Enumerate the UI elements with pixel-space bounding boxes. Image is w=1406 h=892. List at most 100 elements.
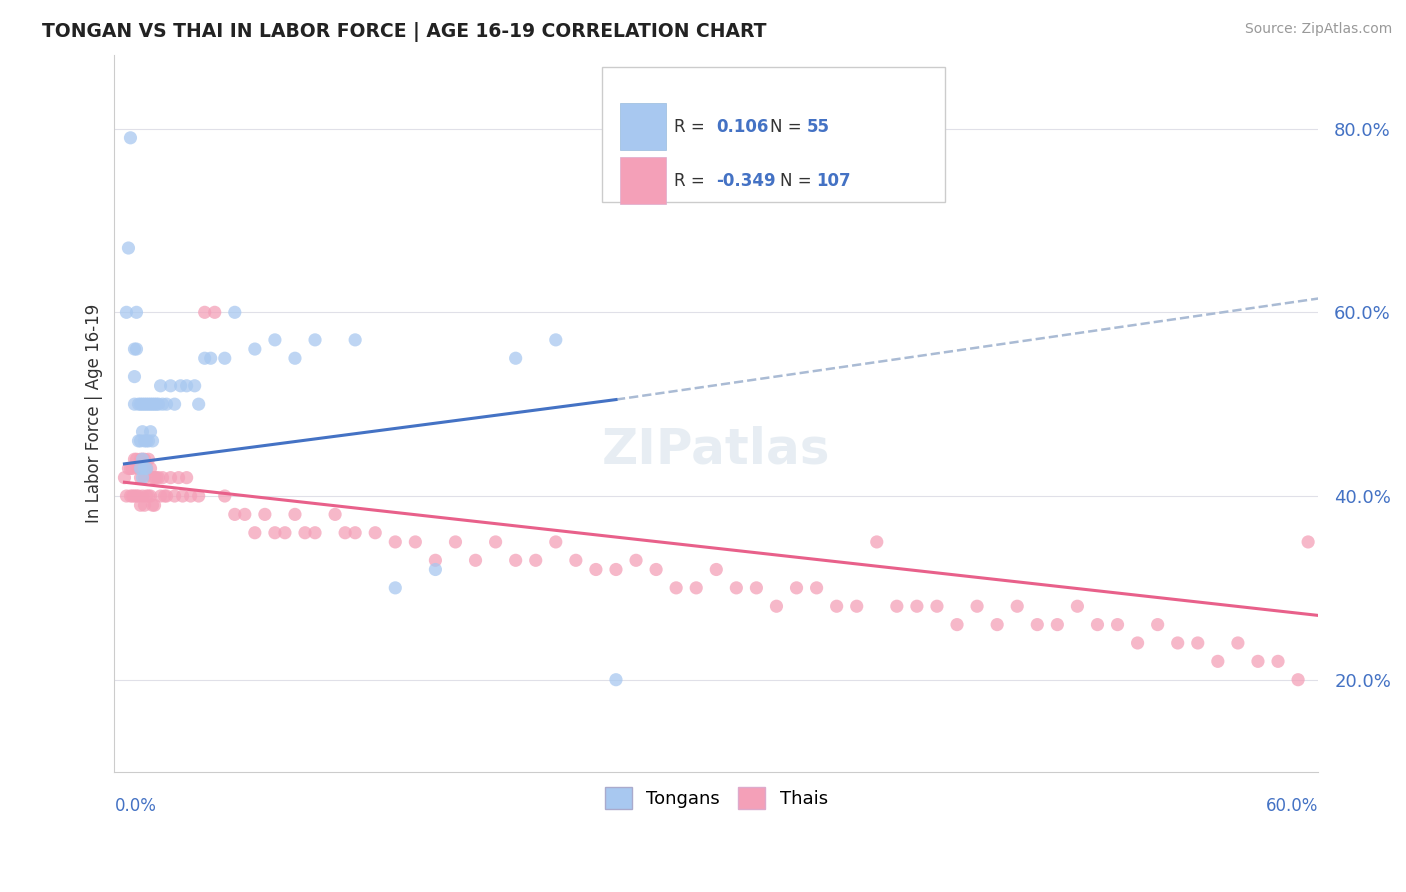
Point [163, 489, 186, 503]
Point [187, 397, 209, 411]
Point [966, 599, 988, 614]
Point [176, 470, 198, 484]
FancyBboxPatch shape [602, 67, 945, 202]
Point [333, 525, 356, 540]
Point [224, 305, 246, 319]
Point [364, 525, 387, 540]
Point [129, 498, 152, 512]
Point [745, 581, 768, 595]
Text: N =: N = [780, 171, 817, 189]
Point [148, 470, 170, 484]
Point [384, 535, 406, 549]
Point [425, 562, 447, 576]
Point [131, 470, 153, 484]
Point [253, 508, 276, 522]
Point [124, 397, 146, 411]
Point [704, 562, 727, 576]
Point [131, 425, 153, 439]
Text: R =: R = [673, 118, 710, 136]
Point [134, 498, 156, 512]
Point [1267, 654, 1289, 668]
Point [866, 535, 889, 549]
Point [243, 525, 266, 540]
Point [159, 379, 181, 393]
Point [167, 470, 190, 484]
Point [444, 535, 467, 549]
Point [806, 581, 828, 595]
Point [169, 379, 191, 393]
Point [946, 617, 969, 632]
Point [143, 470, 166, 484]
Point [141, 470, 163, 484]
Point [1247, 654, 1270, 668]
Point [152, 397, 174, 411]
Point [344, 333, 367, 347]
Point [505, 553, 527, 567]
Point [323, 508, 346, 522]
Point [127, 434, 149, 448]
Text: R =: R = [673, 171, 710, 189]
Point [159, 470, 181, 484]
Point [1026, 617, 1049, 632]
Point [139, 397, 162, 411]
Point [905, 599, 928, 614]
Point [1206, 654, 1229, 668]
Text: 60.0%: 60.0% [1265, 797, 1319, 814]
Point [138, 434, 160, 448]
Point [152, 470, 174, 484]
Point [665, 581, 688, 595]
Point [825, 599, 848, 614]
Point [172, 489, 194, 503]
Point [153, 489, 176, 503]
Point [120, 489, 142, 503]
Point [124, 342, 146, 356]
Point [1187, 636, 1209, 650]
Point [1146, 617, 1168, 632]
Point [1066, 599, 1088, 614]
Point [131, 397, 153, 411]
Point [725, 581, 748, 595]
Point [121, 461, 143, 475]
Point [141, 498, 163, 512]
Point [135, 397, 157, 411]
Point [127, 397, 149, 411]
Point [115, 305, 138, 319]
Point [384, 581, 406, 595]
Point [484, 535, 506, 549]
Point [605, 673, 627, 687]
Point [125, 452, 148, 467]
Point [194, 351, 217, 366]
Point [138, 489, 160, 503]
Point [986, 617, 1008, 632]
Point [845, 599, 868, 614]
Point [149, 489, 172, 503]
Point [544, 535, 567, 549]
Point [129, 397, 152, 411]
Point [886, 599, 908, 614]
Point [264, 525, 287, 540]
Text: -0.349: -0.349 [716, 171, 776, 189]
Point [605, 562, 627, 576]
Point [135, 461, 157, 475]
Point [1005, 599, 1028, 614]
Point [114, 470, 136, 484]
Point [124, 452, 146, 467]
Point [117, 461, 139, 475]
Point [685, 581, 707, 595]
Point [155, 397, 177, 411]
Point [524, 553, 547, 567]
Point [124, 369, 146, 384]
Y-axis label: In Labor Force | Age 16-19: In Labor Force | Age 16-19 [86, 303, 103, 523]
Point [124, 489, 146, 503]
Point [204, 305, 226, 319]
Point [138, 397, 160, 411]
Point [135, 461, 157, 475]
Point [138, 452, 160, 467]
Point [163, 397, 186, 411]
Point [1046, 617, 1069, 632]
Point [145, 397, 167, 411]
Point [135, 434, 157, 448]
Text: 0.0%: 0.0% [114, 797, 156, 814]
Point [176, 379, 198, 393]
Point [187, 489, 209, 503]
